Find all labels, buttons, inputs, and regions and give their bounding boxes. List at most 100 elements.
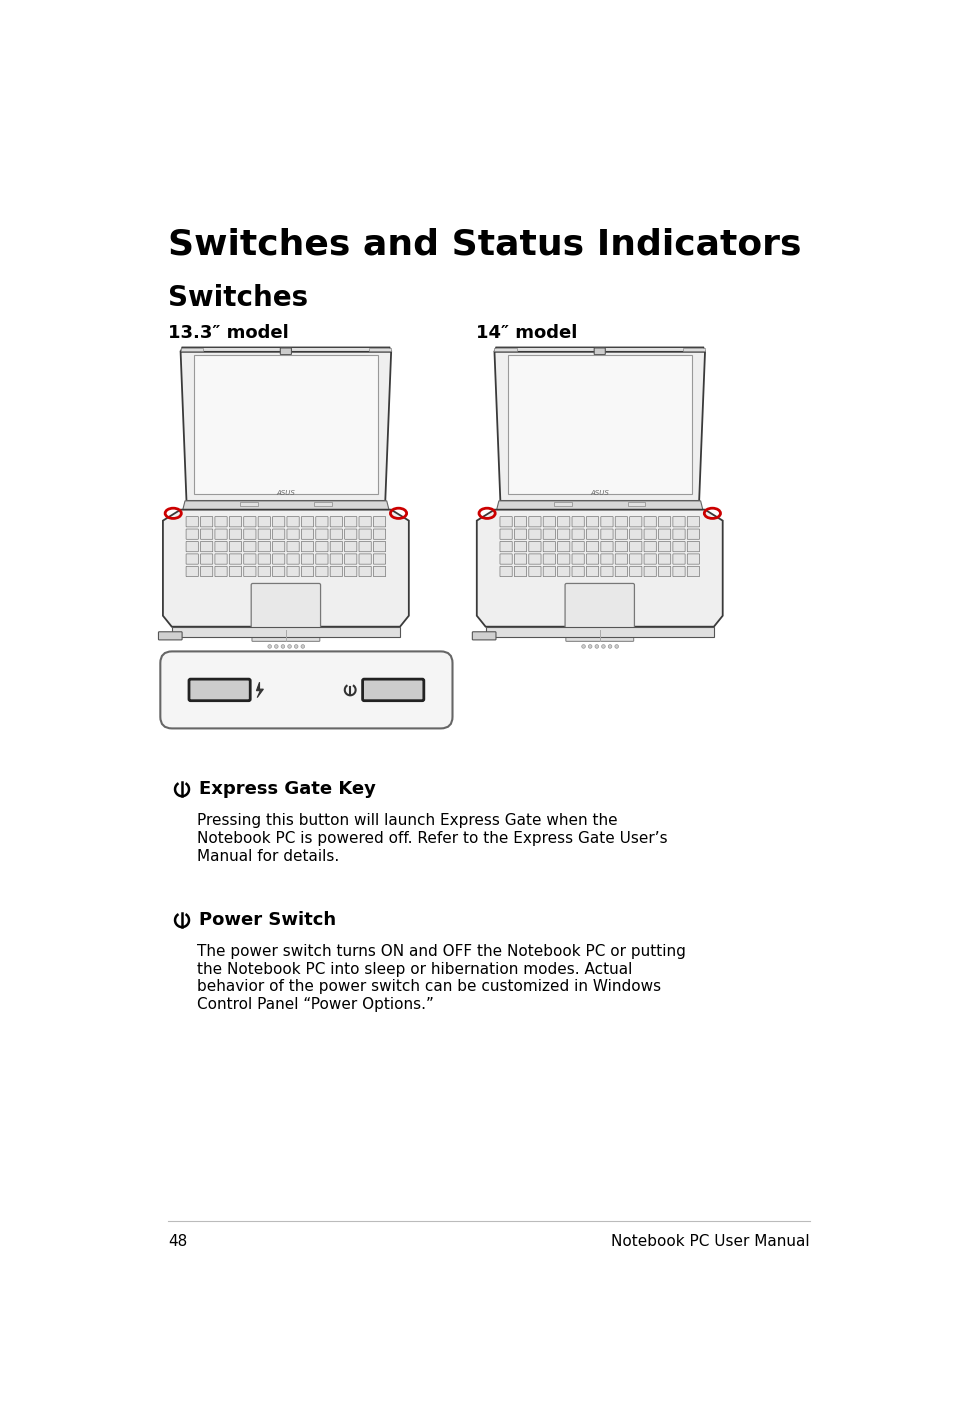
FancyBboxPatch shape (514, 554, 526, 564)
FancyBboxPatch shape (358, 554, 371, 564)
FancyBboxPatch shape (572, 554, 583, 564)
FancyBboxPatch shape (686, 566, 699, 577)
FancyBboxPatch shape (214, 542, 227, 552)
FancyBboxPatch shape (258, 529, 270, 539)
Polygon shape (627, 502, 645, 506)
FancyBboxPatch shape (287, 554, 299, 564)
FancyBboxPatch shape (373, 516, 385, 527)
Polygon shape (180, 347, 391, 352)
FancyBboxPatch shape (499, 529, 512, 539)
Polygon shape (172, 627, 399, 637)
Text: ASUS: ASUS (590, 491, 609, 496)
Circle shape (581, 645, 585, 648)
FancyBboxPatch shape (315, 542, 328, 552)
FancyBboxPatch shape (186, 554, 198, 564)
FancyBboxPatch shape (229, 516, 241, 527)
FancyBboxPatch shape (243, 529, 255, 539)
Circle shape (274, 645, 278, 648)
FancyBboxPatch shape (189, 679, 250, 700)
Polygon shape (280, 634, 291, 637)
Text: The power switch turns ON and OFF the Notebook PC or putting: The power switch turns ON and OFF the No… (196, 944, 685, 959)
FancyBboxPatch shape (600, 542, 613, 552)
Polygon shape (180, 352, 391, 501)
FancyBboxPatch shape (643, 529, 656, 539)
FancyBboxPatch shape (572, 529, 583, 539)
FancyBboxPatch shape (557, 554, 569, 564)
FancyBboxPatch shape (287, 566, 299, 577)
FancyBboxPatch shape (528, 542, 540, 552)
FancyBboxPatch shape (557, 542, 569, 552)
FancyBboxPatch shape (287, 529, 299, 539)
FancyBboxPatch shape (301, 566, 314, 577)
FancyBboxPatch shape (258, 554, 270, 564)
FancyBboxPatch shape (686, 529, 699, 539)
FancyBboxPatch shape (200, 566, 213, 577)
Text: Pressing this button will launch Express Gate when the: Pressing this button will launch Express… (196, 813, 617, 828)
Text: Notebook PC User Manual: Notebook PC User Manual (611, 1234, 809, 1249)
FancyBboxPatch shape (315, 566, 328, 577)
FancyBboxPatch shape (564, 583, 634, 631)
Polygon shape (369, 347, 391, 350)
FancyBboxPatch shape (373, 529, 385, 539)
FancyBboxPatch shape (330, 554, 342, 564)
FancyBboxPatch shape (273, 554, 285, 564)
FancyBboxPatch shape (594, 347, 604, 354)
FancyBboxPatch shape (615, 554, 627, 564)
FancyBboxPatch shape (252, 630, 319, 641)
FancyBboxPatch shape (499, 554, 512, 564)
Polygon shape (507, 354, 691, 493)
FancyBboxPatch shape (315, 554, 328, 564)
FancyBboxPatch shape (158, 632, 182, 640)
FancyBboxPatch shape (499, 516, 512, 527)
FancyBboxPatch shape (643, 516, 656, 527)
FancyBboxPatch shape (572, 566, 583, 577)
FancyBboxPatch shape (373, 566, 385, 577)
FancyBboxPatch shape (200, 554, 213, 564)
FancyBboxPatch shape (344, 529, 356, 539)
FancyBboxPatch shape (200, 542, 213, 552)
FancyBboxPatch shape (214, 554, 227, 564)
FancyBboxPatch shape (186, 516, 198, 527)
Text: Control Panel “Power Options.”: Control Panel “Power Options.” (196, 997, 434, 1012)
Polygon shape (494, 347, 704, 352)
Text: Switches and Status Indicators: Switches and Status Indicators (168, 228, 801, 262)
FancyBboxPatch shape (542, 542, 555, 552)
FancyBboxPatch shape (572, 542, 583, 552)
FancyBboxPatch shape (315, 516, 328, 527)
Circle shape (268, 645, 272, 648)
FancyBboxPatch shape (287, 542, 299, 552)
Text: 13.3″ model: 13.3″ model (168, 325, 289, 342)
FancyBboxPatch shape (615, 516, 627, 527)
Polygon shape (183, 501, 389, 509)
FancyBboxPatch shape (330, 516, 342, 527)
FancyBboxPatch shape (658, 516, 670, 527)
FancyBboxPatch shape (330, 542, 342, 552)
Polygon shape (494, 347, 516, 350)
FancyBboxPatch shape (273, 516, 285, 527)
Text: Express Gate Key: Express Gate Key (199, 780, 375, 798)
FancyBboxPatch shape (615, 542, 627, 552)
FancyBboxPatch shape (565, 630, 633, 641)
FancyBboxPatch shape (200, 529, 213, 539)
FancyBboxPatch shape (586, 529, 598, 539)
FancyBboxPatch shape (229, 529, 241, 539)
FancyBboxPatch shape (229, 566, 241, 577)
Circle shape (294, 645, 297, 648)
Text: behavior of the power switch can be customized in Windows: behavior of the power switch can be cust… (196, 980, 660, 994)
FancyBboxPatch shape (686, 542, 699, 552)
Polygon shape (163, 509, 409, 627)
FancyBboxPatch shape (514, 529, 526, 539)
Circle shape (595, 645, 598, 648)
FancyBboxPatch shape (643, 542, 656, 552)
FancyBboxPatch shape (672, 542, 684, 552)
FancyBboxPatch shape (542, 566, 555, 577)
FancyBboxPatch shape (528, 566, 540, 577)
FancyBboxPatch shape (629, 542, 641, 552)
FancyBboxPatch shape (358, 566, 371, 577)
FancyBboxPatch shape (186, 542, 198, 552)
FancyBboxPatch shape (373, 542, 385, 552)
FancyBboxPatch shape (672, 554, 684, 564)
FancyBboxPatch shape (499, 566, 512, 577)
Text: Notebook PC is powered off. Refer to the Express Gate User’s: Notebook PC is powered off. Refer to the… (196, 831, 667, 845)
FancyBboxPatch shape (243, 566, 255, 577)
